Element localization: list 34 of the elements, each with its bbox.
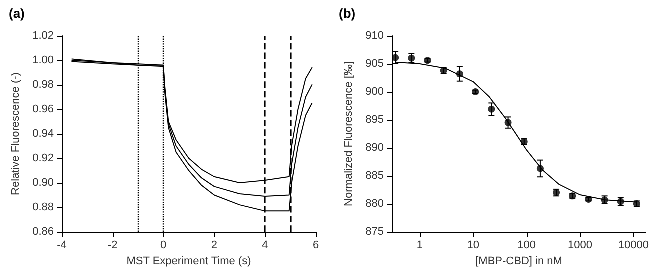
x-tick-label: 100 — [518, 240, 536, 252]
y-axis-title: Relative Fluorescence (-) — [10, 72, 22, 196]
y-tick-label: 890 — [366, 142, 384, 154]
y-tick-label: 875 — [366, 226, 384, 238]
y-tick-label: 1.00 — [32, 54, 54, 66]
x-tick-label: -4 — [57, 240, 67, 252]
y-tick-label: 0.96 — [32, 104, 54, 116]
chart-title: (a) — [9, 6, 25, 21]
y-axis-title: Normalized Fluorescence [‰] — [343, 62, 356, 206]
y-tick-label: 910 — [366, 30, 384, 42]
y-tick-label: 0.88 — [32, 202, 54, 214]
x-axis-title: [MBP-CBD] in nM — [476, 255, 562, 268]
x-tick-label: 1 — [416, 240, 424, 252]
x-axis-title: MST Experiment Time (s) — [126, 255, 252, 268]
y-tick-label: 0.94 — [32, 128, 54, 140]
x-tick-label: 10000 — [618, 240, 649, 252]
y-tick-label: 1.02 — [32, 30, 54, 42]
y-tick-label: 0.90 — [32, 177, 54, 189]
x-tick-label: 2 — [211, 240, 218, 252]
x-tick-label: 6 — [312, 240, 320, 252]
chart-title: (b) — [339, 6, 356, 21]
y-tick-label: 885 — [366, 170, 384, 182]
y-tick-label: 895 — [366, 114, 384, 126]
y-tick-label: 900 — [366, 86, 384, 98]
y-tick-label: 0.86 — [32, 226, 54, 238]
x-tick-label: -2 — [108, 240, 118, 252]
y-tick-label: 905 — [366, 58, 384, 70]
y-tick-label: 880 — [366, 198, 384, 210]
x-tick-label: 10 — [467, 240, 480, 252]
x-tick-label: 0 — [160, 240, 167, 252]
x-tick-label: 1000 — [568, 240, 592, 252]
y-tick-label: 0.98 — [32, 79, 54, 91]
y-tick-label: 0.92 — [32, 152, 54, 164]
x-tick-label: 4 — [262, 240, 268, 252]
